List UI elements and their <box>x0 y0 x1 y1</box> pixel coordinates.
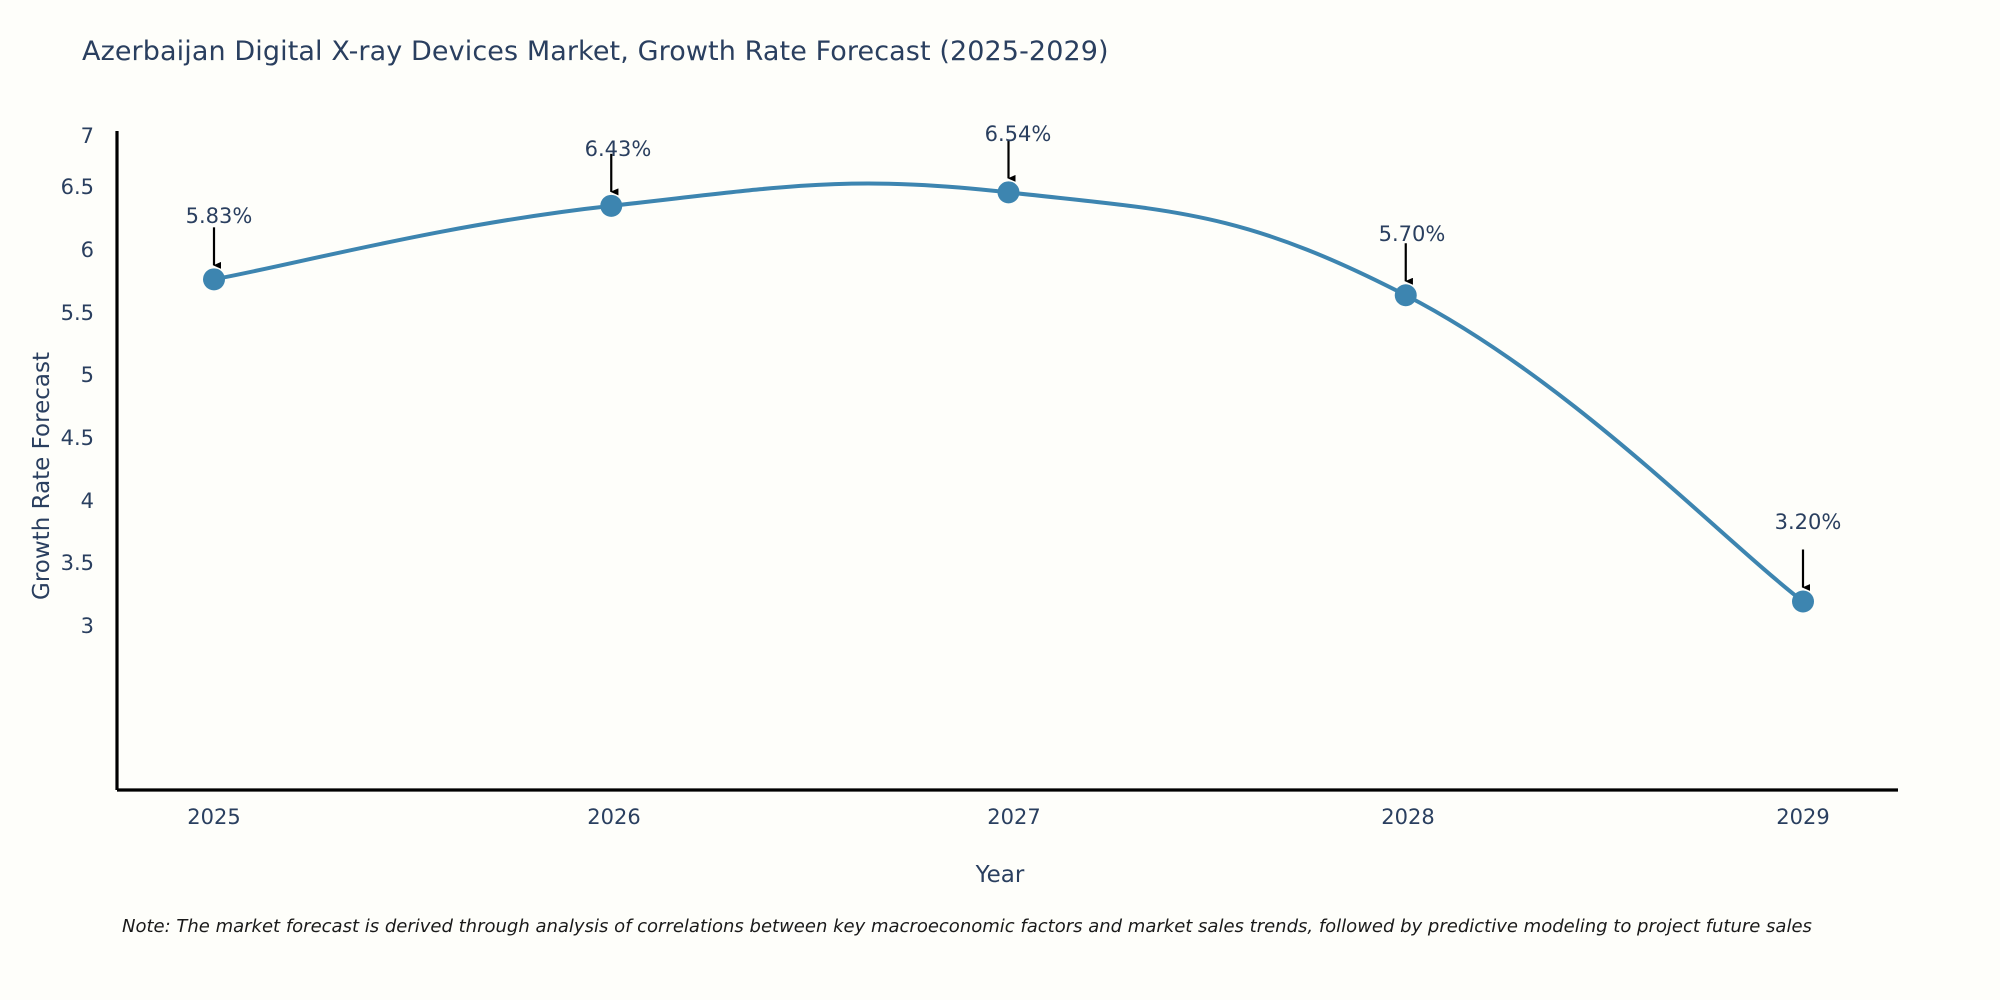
data-point-label: 5.83% <box>185 204 253 228</box>
y-axis-tick-label: 6.5 <box>60 175 94 199</box>
y-axis-tick-labels: 7 6.5 6 5.5 5 4.5 4 3.5 3 <box>20 0 94 1000</box>
y-axis-tick-label: 5.5 <box>60 301 94 325</box>
y-axis-tick-label: 7 <box>80 124 94 148</box>
data-point-label: 6.43% <box>584 137 652 161</box>
data-series-line <box>212 181 1805 604</box>
data-point-label: 6.54% <box>984 122 1052 146</box>
annotation-arrows <box>212 140 1811 591</box>
x-axis-tick-label: 2027 <box>987 805 1041 829</box>
y-axis-tick-label: 4 <box>80 489 94 513</box>
data-point-marker[interactable] <box>203 268 225 291</box>
y-axis-tick-label: 4.5 <box>60 426 94 450</box>
data-point-marker[interactable] <box>1394 284 1417 307</box>
data-point-marker[interactable] <box>1792 590 1814 613</box>
data-point-label: 5.70% <box>1378 222 1446 246</box>
x-axis-tick-label: 2025 <box>187 805 241 829</box>
y-axis-tick-label: 6 <box>80 238 94 262</box>
chart-title: Azerbaijan Digital X-ray Devices Market,… <box>82 36 1109 67</box>
x-axis-tick-label: 2026 <box>587 805 641 829</box>
x-axis-title: Year <box>975 862 1025 888</box>
y-axis-tick-label: 3.5 <box>60 551 94 575</box>
data-point-markers <box>203 181 1814 613</box>
y-axis-tick-label: 3 <box>80 614 94 638</box>
y-axis-tick-label: 5 <box>80 363 94 387</box>
data-point-label: 3.20% <box>1774 510 1842 534</box>
x-axis-tick-label: 2028 <box>1381 805 1435 829</box>
data-point-marker[interactable] <box>600 194 623 217</box>
footer-note: Note: The market forecast is derived thr… <box>122 916 1812 937</box>
data-point-marker[interactable] <box>997 181 1020 204</box>
x-axis-tick-label: 2029 <box>1776 805 1830 829</box>
